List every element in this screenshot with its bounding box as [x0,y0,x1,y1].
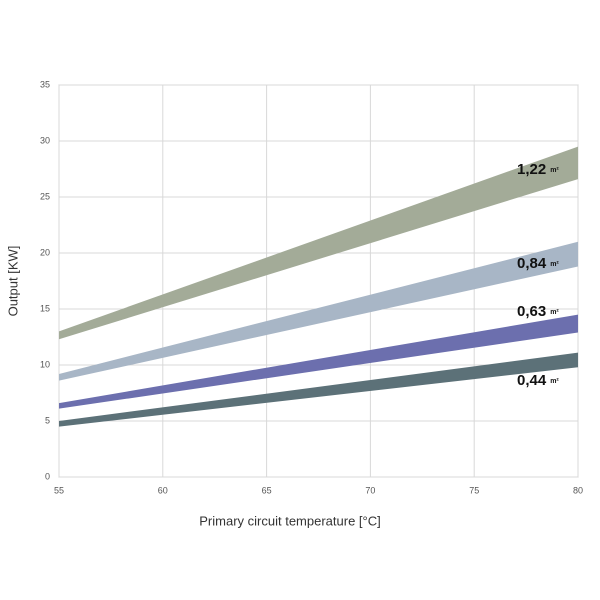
x-axis-title: Primary circuit temperature [°C] [199,513,380,528]
y-tick-label: 35 [40,79,50,89]
x-tick-label: 70 [365,485,375,495]
y-tick-label: 15 [40,303,50,313]
x-tick-label: 75 [469,485,479,495]
series-name: 0,84 [517,255,547,272]
y-tick-label: 10 [40,359,50,369]
y-tick-label: 0 [45,471,50,481]
unit: m² [550,309,559,316]
y-tick-label: 25 [40,191,50,201]
band [59,241,578,381]
band [59,146,578,340]
series-label: 0,84 m² [517,255,559,272]
x-tick-label: 55 [54,485,64,495]
series-label: 0,44 m² [517,372,559,389]
y-tick-label: 20 [40,247,50,257]
series-name: 1,22 [517,161,546,178]
unit: m² [550,261,559,268]
series-label: 1,22 m² [517,161,559,178]
series-name: 0,63 [517,303,546,320]
series-name: 0,44 [517,372,547,389]
band [59,352,578,427]
y-tick-label: 5 [45,415,50,425]
y-tick-label: 30 [40,135,50,145]
x-tick-label: 65 [262,485,272,495]
x-tick-label: 80 [573,485,583,495]
band [59,314,578,409]
x-tick-label: 60 [158,485,168,495]
y-axis-title: Output [KW] [5,246,20,317]
unit: m² [550,378,559,385]
series-label: 0,63 m² [517,303,559,320]
unit: m² [550,167,559,174]
